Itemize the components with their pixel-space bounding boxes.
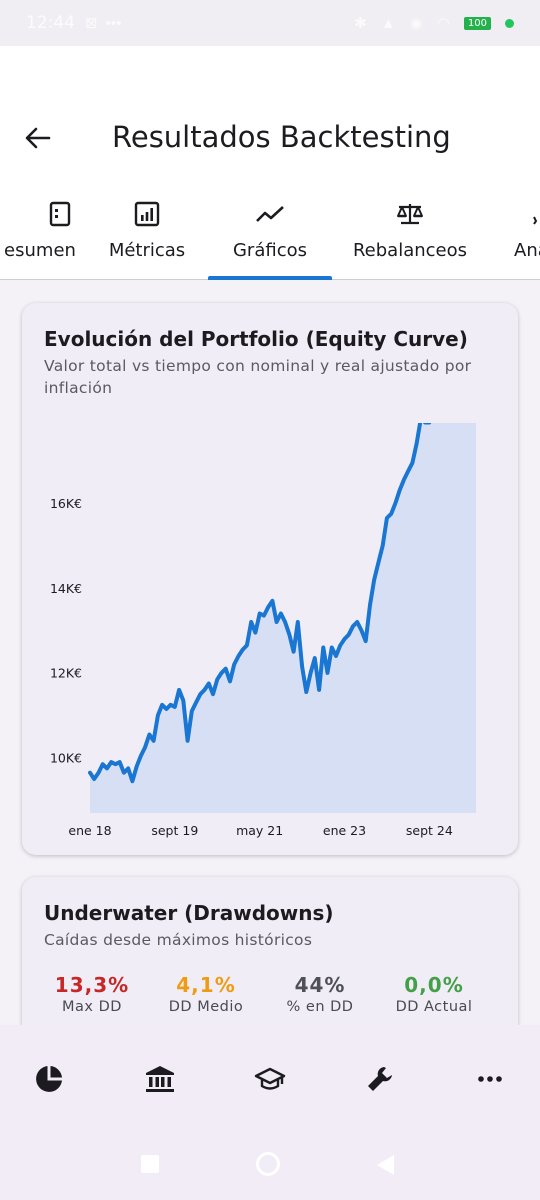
equity-curve-chart: 10K€ 12K€ 14K€ 16K€ 18K€ ene 18 sept 19 may 21… xyxy=(50,423,476,838)
x-tick-label: sept 19 xyxy=(151,823,198,838)
system-navigation xyxy=(0,1135,540,1200)
pie-chart-icon xyxy=(36,1066,62,1092)
y-tick-label: 10K€ xyxy=(50,751,82,766)
stat-label: Max DD xyxy=(62,999,122,1015)
content-scroll[interactable]: Evolución del Portfolio (Equity Curve) V… xyxy=(0,281,540,1025)
sparkle-icon xyxy=(532,201,540,227)
back-triangle-icon[interactable] xyxy=(374,1153,396,1177)
tab-graficos[interactable]: Gráficos xyxy=(208,188,332,280)
x-tick-label: may 21 xyxy=(236,823,283,838)
y-tick-label: 16K€ xyxy=(50,496,82,511)
tab-label: Rebalanceos xyxy=(352,240,468,261)
privacy-indicator-icon xyxy=(505,18,514,28)
tab-label: esumen xyxy=(4,240,76,261)
tab-label: Ana xyxy=(514,240,540,261)
wifi-icon: ◠ xyxy=(436,15,450,32)
nav-bank-button[interactable] xyxy=(140,1063,180,1095)
wrench-icon xyxy=(368,1067,392,1091)
stat-label: DD Actual xyxy=(395,999,473,1015)
bank-icon xyxy=(146,1066,174,1092)
card-title: Underwater (Drawdowns) xyxy=(44,901,334,925)
x-tick-label: ene 18 xyxy=(68,823,111,838)
nav-tools-button[interactable] xyxy=(360,1063,400,1095)
back-button[interactable] xyxy=(22,122,54,154)
tab-resumen[interactable]: esumen xyxy=(0,188,78,280)
equity-line-series xyxy=(88,423,432,784)
signal-icon: ▲ xyxy=(380,14,396,32)
nav-more-button[interactable] xyxy=(470,1063,510,1095)
nav-learn-button[interactable] xyxy=(250,1063,290,1095)
card-title: Evolución del Portfolio (Equity Curve) xyxy=(44,327,468,351)
drawdown-stats: 13,3% Max DD 4,1% DD Medio 44% % en DD 0… xyxy=(44,973,496,1025)
y-tick-label: 18K€ xyxy=(50,423,82,426)
recents-square-icon[interactable] xyxy=(140,1153,160,1175)
scale-balance-icon xyxy=(395,201,425,227)
bluetooth-icon: ✱ xyxy=(354,15,367,32)
stat-label: % en DD xyxy=(286,999,354,1015)
card-subtitle: Caídas desde máximos históricos xyxy=(44,931,313,949)
stat-value: 4,1% xyxy=(176,973,236,997)
graduation-cap-icon xyxy=(254,1067,286,1090)
x-tick-label: ene 23 xyxy=(323,823,366,838)
stat-dd-actual: 0,0% DD Actual xyxy=(374,973,494,1015)
status-time: 12:44 xyxy=(26,13,75,33)
stat-max-dd: 13,3% Max DD xyxy=(32,973,152,1015)
y-tick-label: 14K€ xyxy=(50,581,82,596)
stat-value: 0,0% xyxy=(404,973,464,997)
tab-metricas[interactable]: Métricas xyxy=(92,188,202,280)
stat-pct-en-dd: 44% % en DD xyxy=(260,973,380,1015)
x-tick-label: sept 24 xyxy=(406,823,453,838)
stat-dd-medio: 4,1% DD Medio xyxy=(146,973,266,1015)
notification-icon: ⊠ xyxy=(85,15,98,32)
tab-active-indicator xyxy=(208,276,332,280)
y-tick-label: 12K€ xyxy=(50,666,82,681)
tab-rebalanceos[interactable]: Rebalanceos xyxy=(348,188,472,280)
tab-analisis[interactable]: Ana xyxy=(508,188,540,280)
trend-line-icon xyxy=(255,201,285,227)
mute-icon: ◉ xyxy=(409,15,423,32)
equity-curve-card: Evolución del Portfolio (Equity Curve) V… xyxy=(22,303,518,855)
tab-label: Métricas xyxy=(108,240,186,261)
bar-chart-icon xyxy=(134,201,160,227)
stat-value: 13,3% xyxy=(54,973,130,997)
card-subtitle: Valor total vs tiempo con nominal y real… xyxy=(44,357,472,397)
stat-label: DD Medio xyxy=(168,999,244,1015)
status-bar: 12:44 ⊠ ••• ✱ ▲ ◉ ◠ 100 xyxy=(0,0,540,46)
stat-value: 44% xyxy=(294,973,346,997)
underwater-card: Underwater (Drawdowns) Caídas desde máxi… xyxy=(22,877,518,1025)
page-title: Resultados Backtesting xyxy=(112,120,451,154)
arrow-left-icon xyxy=(25,127,51,149)
notification-dots-icon: ••• xyxy=(105,14,122,32)
more-horizontal-icon xyxy=(478,1076,502,1082)
tab-label: Gráficos xyxy=(232,240,307,261)
nav-portfolio-button[interactable] xyxy=(29,1063,69,1095)
battery-icon: 100 xyxy=(463,16,491,30)
home-circle-icon[interactable] xyxy=(255,1151,281,1177)
document-icon xyxy=(49,201,71,227)
tab-bar: esumen Métricas Gráficos Rebalanceos Ana xyxy=(0,188,540,280)
bottom-navigation xyxy=(0,1025,540,1135)
